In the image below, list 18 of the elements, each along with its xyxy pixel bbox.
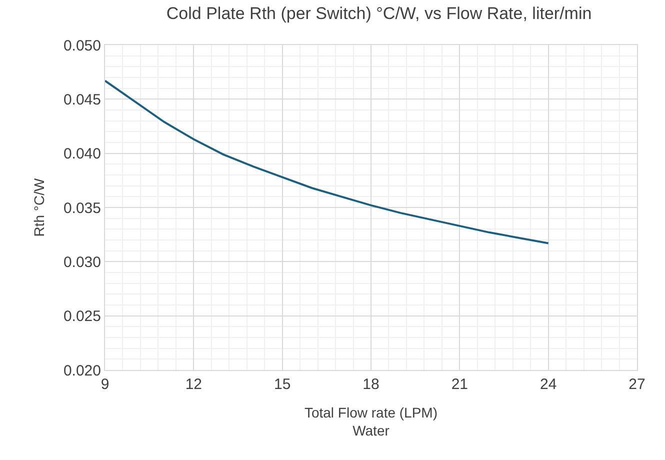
x-axis-title: Total Flow rate (LPM) Water: [304, 404, 438, 438]
x-tick-label: 12: [185, 376, 202, 393]
y-tick-label: 0.040: [63, 146, 101, 163]
y-axis-title: Rth °C/W: [31, 177, 48, 237]
y-tick-label: 0.035: [63, 200, 101, 217]
x-tick-label: 18: [362, 376, 380, 393]
x-tick-label: 21: [451, 376, 468, 393]
y-tick-label: 0.030: [63, 254, 101, 271]
y-tick-label: 0.020: [63, 362, 101, 380]
y-tick-label: 0.025: [63, 308, 101, 326]
chart-title: Cold Plate Rth (per Switch) °C/W, vs Flow Rate, liter/min: [166, 4, 592, 23]
x-tick-label: 27: [628, 376, 646, 393]
x-tick-label: 15: [274, 376, 291, 393]
line-series: [105, 80, 550, 244]
y-tick-label: 0.045: [63, 91, 101, 108]
x-tick-label: 9: [100, 376, 110, 393]
x-tick-label: 24: [540, 376, 557, 393]
y-tick-label: 0.050: [63, 37, 101, 54]
